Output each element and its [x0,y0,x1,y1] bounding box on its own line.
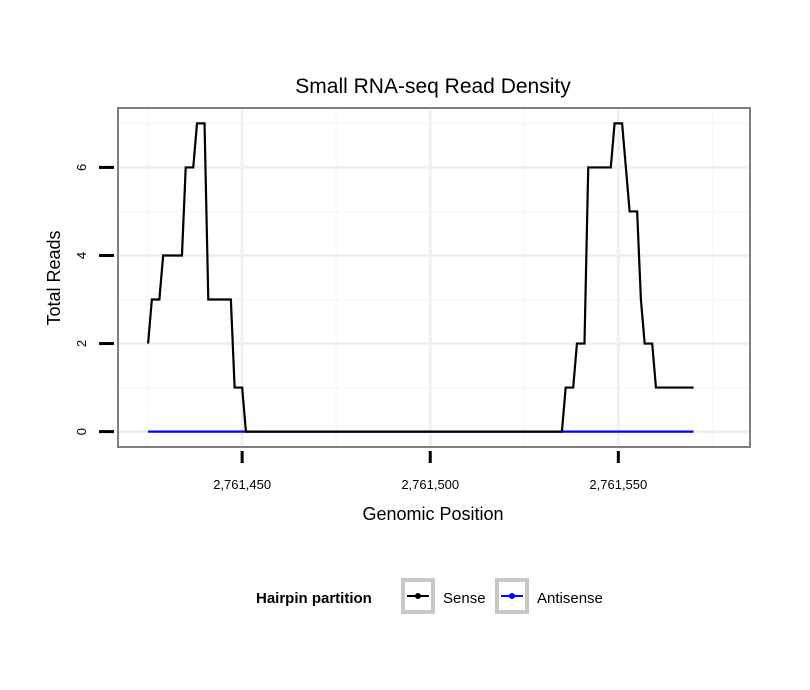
legend: Hairpin partition Sense Antisense [256,578,603,614]
legend-swatch-sense-point [415,593,421,599]
y-tick-label: 4 [74,252,89,259]
series-line-sense [147,122,694,433]
panel-border [117,107,751,448]
x-tick-label: 2,761,550 [589,477,647,492]
legend-title: Hairpin partition [256,590,372,607]
panel-background [118,108,750,447]
x-axis-title: Genomic Position [362,504,503,524]
legend-item-antisense: Antisense [495,578,603,614]
x-tick-label: 2,761,450 [213,477,271,492]
x-tick-label: 2,761,500 [401,477,459,492]
legend-label-sense: Sense [443,590,486,607]
y-axis-title: Total Reads [44,230,64,325]
legend-item-sense: Sense [401,578,486,614]
y-tick-label: 6 [74,164,89,171]
plot-area [117,107,751,448]
legend-label-antisense: Antisense [537,590,603,607]
chart-title: Small RNA-seq Read Density [295,75,571,98]
legend-swatch-antisense-point [509,593,515,599]
y-tick-label: 0 [74,428,89,435]
y-tick-label: 2 [74,340,89,347]
